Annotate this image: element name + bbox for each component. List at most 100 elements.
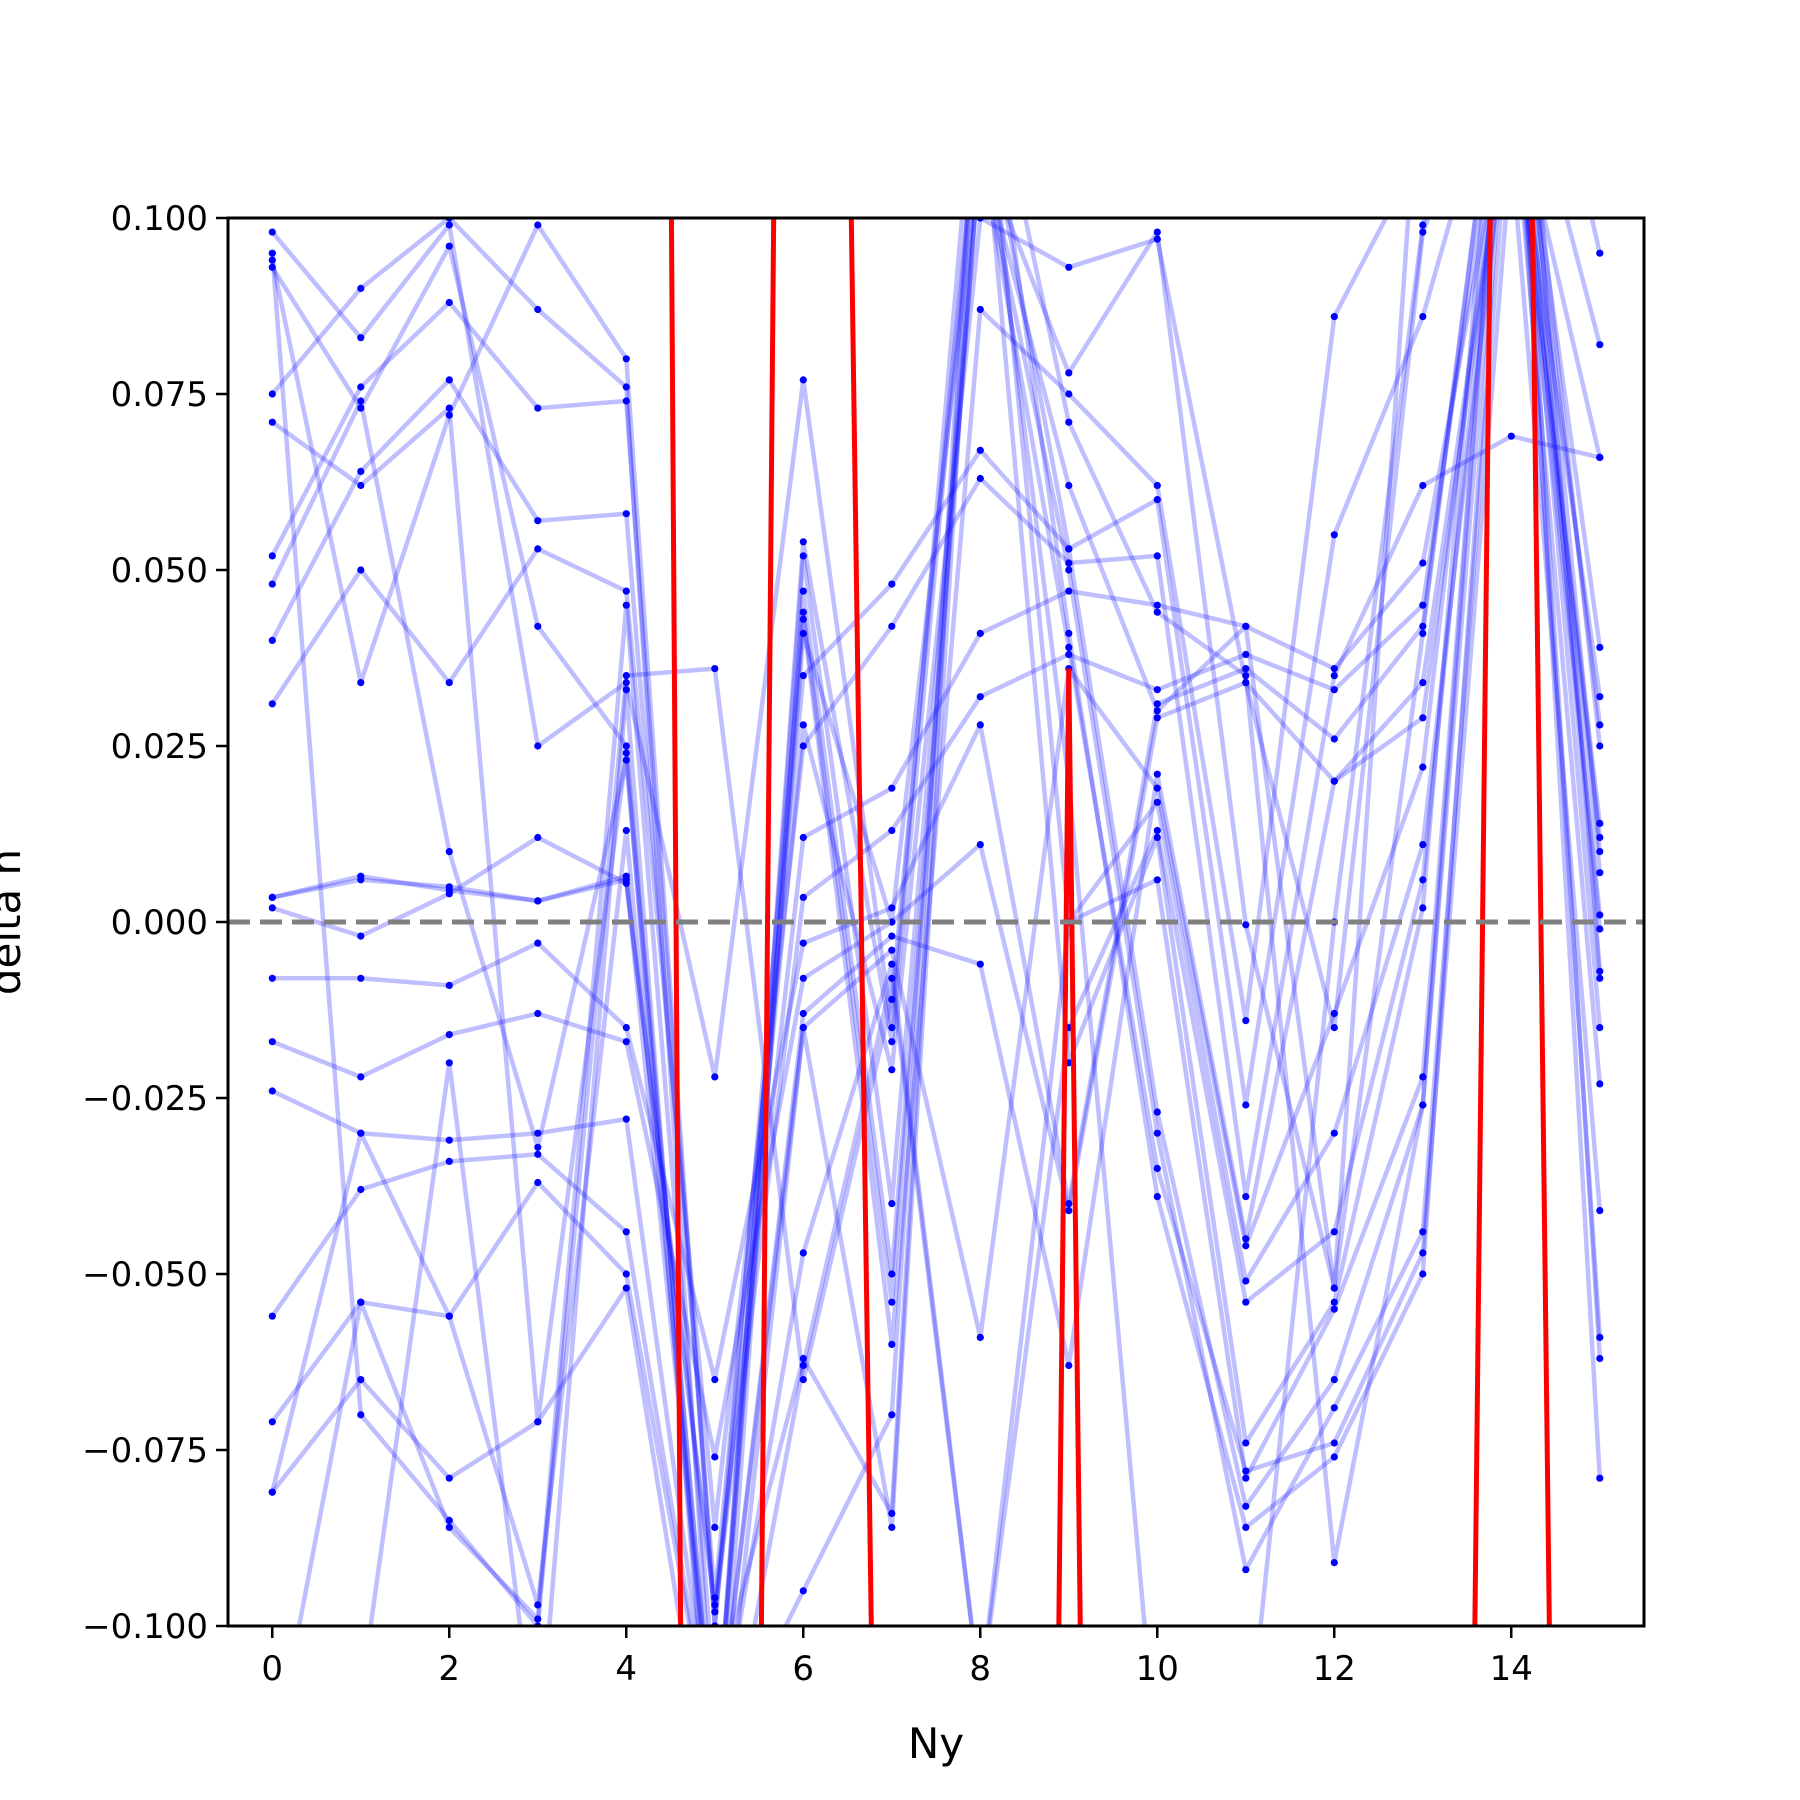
trace-point: [799, 1024, 807, 1032]
trace-point: [1330, 1453, 1338, 1461]
trace-point: [799, 1009, 807, 1018]
trace-point: [1065, 481, 1073, 490]
trace-point: [1242, 1467, 1250, 1475]
trace-point: [1242, 679, 1250, 687]
trace-point: [711, 1376, 719, 1384]
trace-point: [888, 1038, 896, 1046]
trace-point: [622, 742, 630, 750]
trace-line-21: [296, 218, 1603, 1626]
trace-point: [1330, 1404, 1338, 1412]
trace-point: [1242, 1277, 1250, 1285]
trace-point: [799, 1249, 807, 1257]
trace-line-11: [270, 218, 1603, 1626]
trace-point: [1153, 228, 1161, 236]
trace-point: [888, 1200, 896, 1208]
trace-point: [1596, 1474, 1604, 1482]
y-tick-label: 0.000: [111, 903, 208, 943]
trace-point: [357, 467, 365, 475]
trace-point: [534, 897, 542, 905]
trace-point: [445, 981, 453, 990]
trace-point: [888, 1523, 896, 1531]
x-tick-label: 8: [969, 1649, 991, 1689]
trace-point: [1242, 921, 1250, 929]
trace-line-15: [270, 218, 1603, 1481]
trace-point: [1596, 967, 1604, 975]
trace-point: [799, 939, 807, 947]
trace-line-2: [270, 218, 1602, 1626]
trace-line-1: [270, 218, 1602, 1626]
trace-line-6: [271, 218, 1603, 1608]
trace-line-22: [368, 218, 1603, 1626]
trace-point: [1153, 714, 1161, 722]
trace-point: [622, 879, 630, 887]
trace-point: [711, 1073, 719, 1081]
trace-point: [445, 1474, 453, 1482]
trace-point: [1153, 1108, 1161, 1116]
trace-point: [534, 622, 542, 630]
trace-point: [622, 355, 630, 363]
trace-point: [1153, 826, 1161, 835]
trace-point: [622, 679, 630, 687]
trace-point: [1242, 1298, 1250, 1306]
trace-point: [357, 383, 365, 391]
trace-point: [445, 848, 453, 856]
trace-point: [1153, 686, 1161, 694]
trace-point: [1065, 587, 1073, 595]
trace-point: [534, 742, 542, 750]
trace-point: [622, 1270, 630, 1278]
trace-point: [445, 1136, 453, 1144]
trace-point: [1153, 552, 1161, 560]
trace-point: [445, 1523, 453, 1531]
trace-point: [534, 1150, 542, 1158]
trace-point: [1065, 566, 1073, 574]
trace-point: [622, 510, 630, 518]
trace-point: [445, 221, 453, 229]
x-tick-label: 6: [792, 1649, 814, 1689]
trace-point: [357, 1298, 365, 1306]
trace-point: [888, 580, 896, 588]
trace-point: [1419, 221, 1427, 229]
trace-point: [799, 538, 807, 546]
trace-point: [888, 1509, 896, 1517]
trace-point: [268, 893, 276, 902]
trace-point: [1596, 453, 1604, 461]
trace-point: [1153, 1164, 1161, 1172]
trace-line-13: [270, 218, 1603, 1626]
trace-point: [622, 1038, 630, 1046]
trace-point: [888, 784, 896, 792]
trace-point: [1065, 643, 1073, 652]
trace-point: [1065, 1361, 1073, 1370]
trace-point: [534, 1129, 542, 1137]
trace-point: [534, 545, 542, 553]
trace-point: [534, 1418, 542, 1426]
trace-point: [976, 960, 984, 968]
trace-point: [357, 566, 365, 574]
trace-point: [1596, 643, 1604, 652]
trace-point: [799, 893, 807, 902]
x-tick-label: 12: [1313, 1649, 1356, 1689]
trace-point: [1065, 390, 1073, 398]
trace-point: [976, 841, 984, 849]
trace-point: [1330, 1298, 1338, 1306]
trace-point: [622, 826, 630, 835]
trace-point: [1242, 1502, 1250, 1510]
trace-point: [357, 1185, 365, 1194]
trace-point: [1419, 841, 1427, 849]
trace-point: [1330, 313, 1338, 321]
trace-point: [1596, 742, 1604, 750]
trace-point: [1330, 1376, 1338, 1384]
trace-point: [357, 1073, 365, 1081]
trace-point: [268, 636, 276, 645]
trace-point: [1242, 650, 1250, 659]
trace-point: [268, 1038, 276, 1046]
trace-point: [1065, 263, 1073, 271]
trace-point: [1153, 608, 1161, 616]
trace-point: [799, 833, 807, 842]
trace-point: [1419, 622, 1427, 630]
x-tick-label: 4: [615, 1649, 637, 1689]
trace-point: [1419, 481, 1427, 490]
y-tick-label: 0.025: [111, 727, 208, 767]
trace-point: [534, 1009, 542, 1018]
trace-point: [1242, 1474, 1250, 1482]
trace-point: [1153, 1129, 1161, 1137]
